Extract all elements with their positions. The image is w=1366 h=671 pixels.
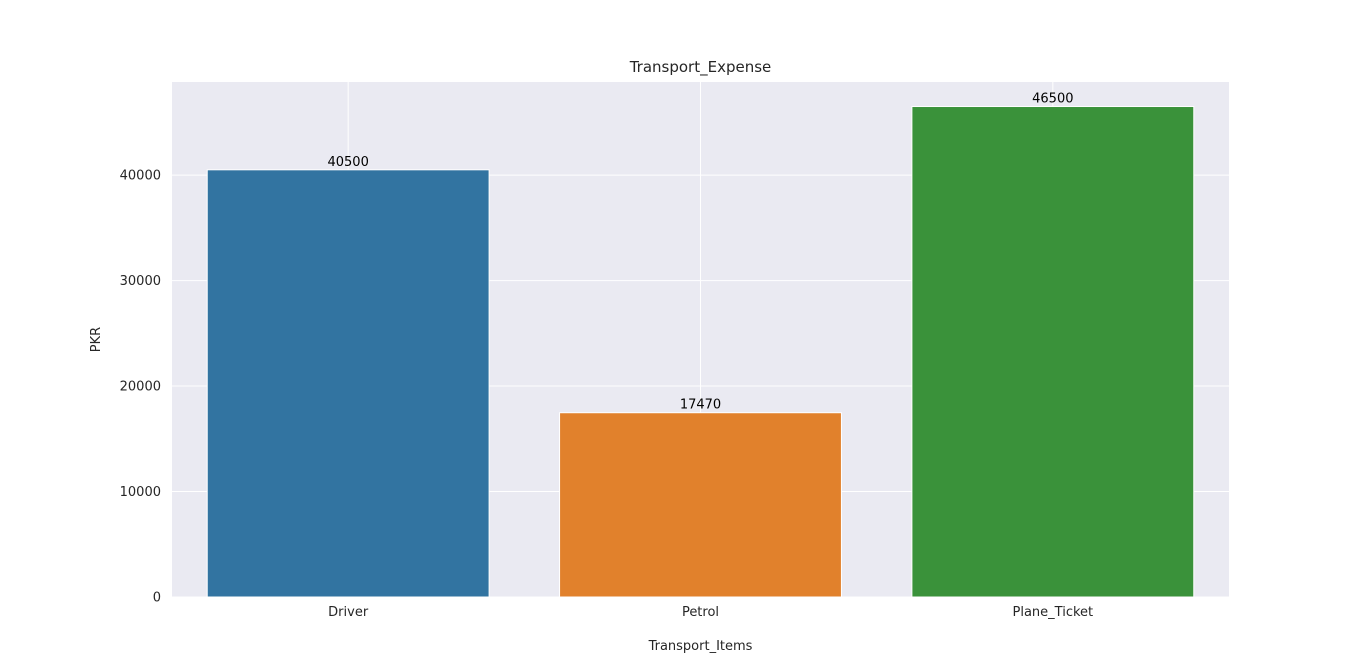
chart-title: Transport_Expense [629, 58, 772, 77]
x-tick-label: Driver [328, 605, 369, 620]
x-axis-ticks: Driver Petrol Plane_Ticket [328, 605, 1093, 620]
bars [206, 106, 1195, 598]
y-tick-label: 20000 [120, 380, 161, 395]
bar-plane-ticket [911, 106, 1195, 598]
y-axis-ticks: 0 10000 20000 30000 40000 [120, 169, 161, 606]
bar-value-label: 17470 [680, 398, 721, 413]
bar-petrol [559, 412, 842, 598]
bar-driver [206, 169, 490, 598]
bar-value-label: 46500 [1032, 92, 1073, 107]
bar-value-label: 40500 [327, 155, 368, 170]
x-axis-label: Transport_Items [648, 639, 753, 654]
y-tick-label: 10000 [120, 485, 161, 500]
data-labels: 40500 17470 46500 [327, 92, 1073, 413]
y-tick-label: 30000 [120, 274, 161, 289]
y-axis-label: PKR [89, 327, 104, 352]
y-tick-label: 40000 [120, 169, 161, 184]
x-tick-label: Plane_Ticket [1013, 605, 1094, 620]
y-tick-label: 0 [153, 591, 161, 606]
x-tick-label: Petrol [682, 605, 719, 620]
